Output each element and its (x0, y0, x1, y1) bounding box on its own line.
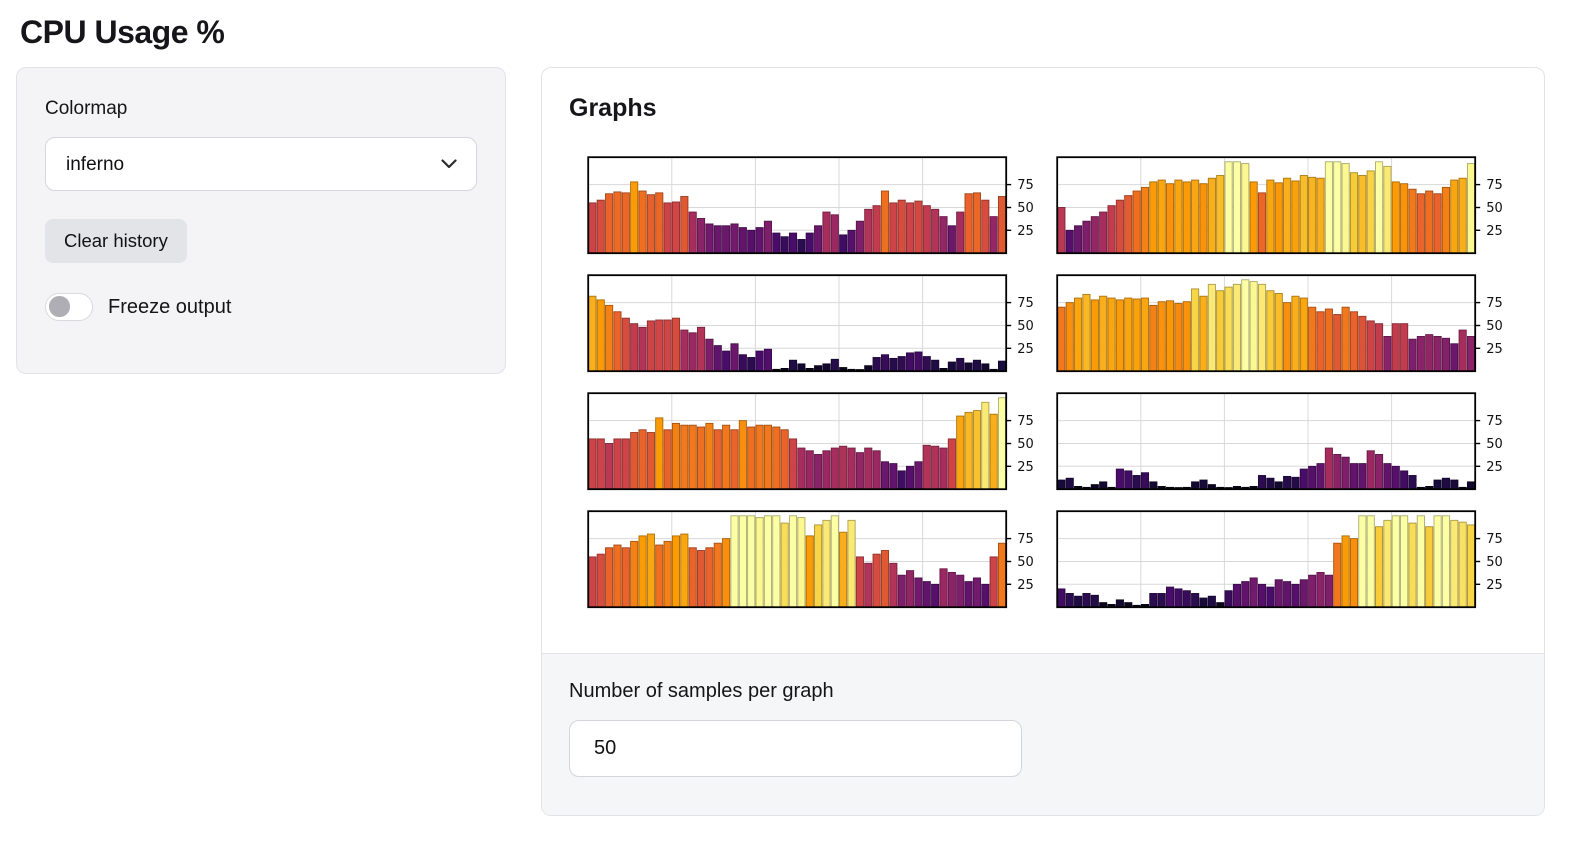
controls-card: Colormap inferno Clear history Freeze ou… (16, 67, 506, 374)
cpu-graph-3: 25 50 75 (587, 274, 1054, 373)
samples-per-graph-input[interactable] (569, 720, 1022, 777)
cpu-graph-1: 25 50 75 (587, 156, 1054, 255)
svg-text:50: 50 (1486, 201, 1503, 216)
svg-text:75: 75 (1486, 414, 1503, 429)
samples-per-graph-label: Number of samples per graph (569, 680, 834, 702)
svg-text:25: 25 (1486, 342, 1503, 357)
cpu-graph-6: 25 50 75 (1056, 392, 1523, 491)
graphs-card: Graphs 25 50 75 25 50 75 25 50 75 25 50 75 25 50 75 25 5… (541, 67, 1545, 816)
svg-text:50: 50 (1486, 437, 1503, 452)
svg-text:50: 50 (1486, 319, 1503, 334)
svg-text:75: 75 (1486, 532, 1503, 547)
svg-text:25: 25 (1017, 578, 1034, 593)
cpu-graph-2: 25 50 75 (1056, 156, 1523, 255)
svg-text:50: 50 (1486, 555, 1503, 570)
svg-text:75: 75 (1017, 532, 1034, 547)
svg-text:75: 75 (1017, 414, 1034, 429)
cpu-graph-7: 25 50 75 (587, 510, 1054, 609)
svg-text:50: 50 (1017, 555, 1034, 570)
svg-text:50: 50 (1017, 201, 1034, 216)
graphs-title: Graphs (569, 94, 657, 122)
clear-history-button[interactable]: Clear history (45, 219, 187, 263)
svg-text:50: 50 (1017, 437, 1034, 452)
svg-text:75: 75 (1486, 178, 1503, 193)
cpu-graph-5: 25 50 75 (587, 392, 1054, 491)
colormap-label: Colormap (45, 98, 128, 119)
svg-text:25: 25 (1486, 224, 1503, 239)
svg-text:25: 25 (1486, 460, 1503, 475)
freeze-output-label: Freeze output (108, 295, 232, 318)
cpu-graph-4: 25 50 75 (1056, 274, 1523, 373)
svg-text:75: 75 (1017, 178, 1034, 193)
cpu-graph-8: 25 50 75 (1056, 510, 1523, 609)
svg-text:75: 75 (1486, 296, 1503, 311)
freeze-toggle-row: Freeze output (45, 293, 477, 321)
colormap-select-wrap: inferno (45, 137, 477, 191)
toggle-knob (49, 296, 70, 317)
freeze-output-toggle[interactable] (45, 293, 93, 321)
page-title: CPU Usage % (20, 14, 225, 50)
svg-text:50: 50 (1017, 319, 1034, 334)
svg-text:75: 75 (1017, 296, 1034, 311)
graphs-footer: Number of samples per graph (542, 653, 1544, 815)
svg-text:25: 25 (1486, 578, 1503, 593)
charts-grid: 25 50 75 25 50 75 25 50 75 25 50 75 25 50 75 25 50 75 25 50… (587, 156, 1544, 609)
svg-text:25: 25 (1017, 224, 1034, 239)
main-layout: Colormap inferno Clear history Freeze ou… (16, 67, 1596, 816)
colormap-select[interactable]: inferno (45, 137, 477, 191)
svg-text:25: 25 (1017, 460, 1034, 475)
svg-text:25: 25 (1017, 342, 1034, 357)
